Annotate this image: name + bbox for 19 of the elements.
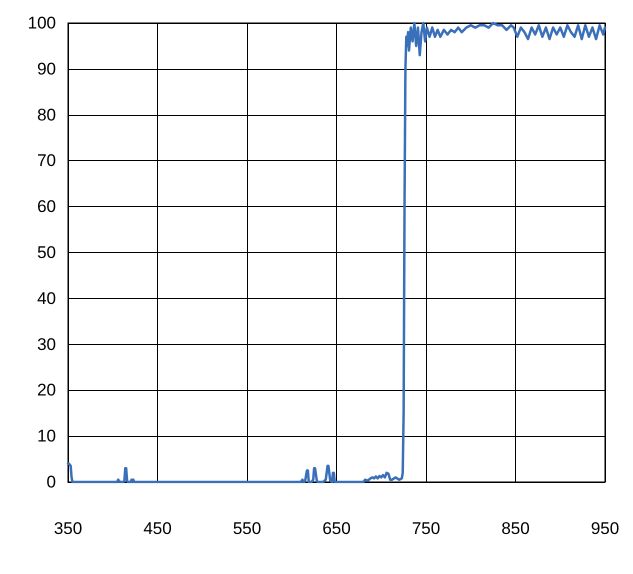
y-tick-label: 100 xyxy=(28,14,56,32)
line-series xyxy=(66,22,606,484)
y-tick-label: 90 xyxy=(37,59,56,78)
y-tick-label: 20 xyxy=(37,380,56,400)
y-tick-label: 0 xyxy=(46,472,56,492)
x-tick-label: 350 xyxy=(54,519,82,538)
x-tick-label: 550 xyxy=(232,519,262,538)
y-tick-label: 60 xyxy=(37,197,56,216)
y-tick-label: 30 xyxy=(37,334,56,354)
x-tick-label: 850 xyxy=(501,519,530,538)
y-tick-label: 50 xyxy=(37,243,56,262)
y-tick-label: 80 xyxy=(37,105,56,124)
y-tick-label: 40 xyxy=(37,288,56,308)
x-tick-label: 650 xyxy=(322,519,351,538)
x-tick-label: 450 xyxy=(143,519,172,538)
x-tick-label: 750 xyxy=(412,519,440,538)
x-tick-label: 950 xyxy=(590,519,620,538)
y-tick-label: 70 xyxy=(37,151,56,170)
y-tick-label: 10 xyxy=(37,426,56,446)
